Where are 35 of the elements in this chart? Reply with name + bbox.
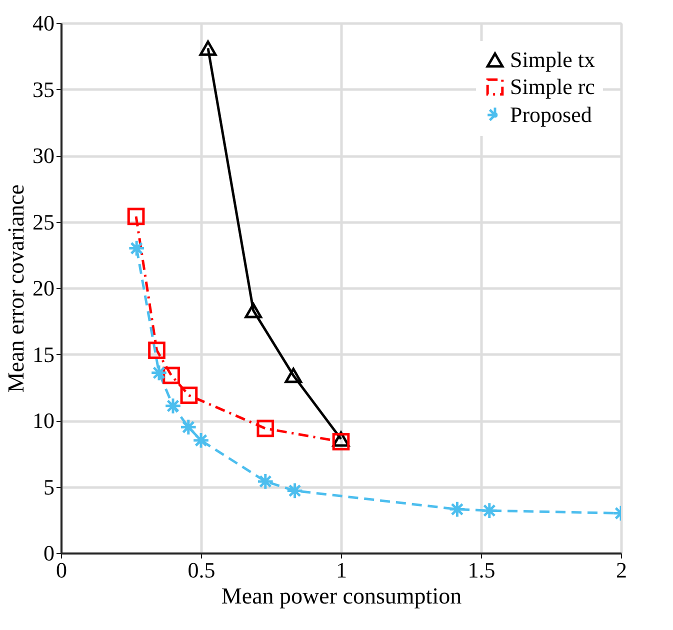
y-axis-title: Mean error covariance bbox=[4, 184, 28, 393]
legend-label: Proposed bbox=[510, 102, 592, 127]
x-tick-label: 1.5 bbox=[468, 558, 496, 582]
point bbox=[480, 502, 498, 520]
point bbox=[127, 208, 145, 226]
x-axis-title: Mean power consumption bbox=[221, 584, 462, 608]
legend-label: Simple tx bbox=[510, 47, 595, 72]
point bbox=[448, 500, 466, 518]
point bbox=[256, 420, 274, 438]
y-tick-label: 30 bbox=[32, 143, 54, 168]
legend-label: Simple rc bbox=[510, 74, 596, 99]
y-tick-label: 5 bbox=[44, 474, 54, 500]
point bbox=[150, 364, 168, 382]
point bbox=[180, 386, 198, 404]
point bbox=[199, 40, 217, 56]
point bbox=[192, 432, 210, 450]
point bbox=[332, 433, 350, 450]
y-tick-label: 40 bbox=[32, 10, 54, 36]
point bbox=[256, 472, 274, 490]
point bbox=[164, 397, 182, 415]
y-tick-label: 15 bbox=[32, 342, 54, 367]
point bbox=[244, 302, 262, 318]
point bbox=[284, 368, 302, 384]
x-tick-label: 2 bbox=[616, 558, 627, 582]
y-tick-label: 0 bbox=[44, 540, 54, 566]
point bbox=[180, 418, 198, 436]
y-tick-label: 20 bbox=[32, 276, 54, 300]
point bbox=[148, 342, 166, 359]
y-tick-label: 35 bbox=[32, 76, 54, 102]
point bbox=[128, 240, 146, 257]
y-tick-label: 25 bbox=[32, 209, 54, 234]
x-tick-label: 1 bbox=[336, 558, 347, 582]
x-tick-label: 0.5 bbox=[188, 558, 216, 582]
y-tick-label: 10 bbox=[32, 408, 54, 433]
point bbox=[286, 482, 304, 500]
